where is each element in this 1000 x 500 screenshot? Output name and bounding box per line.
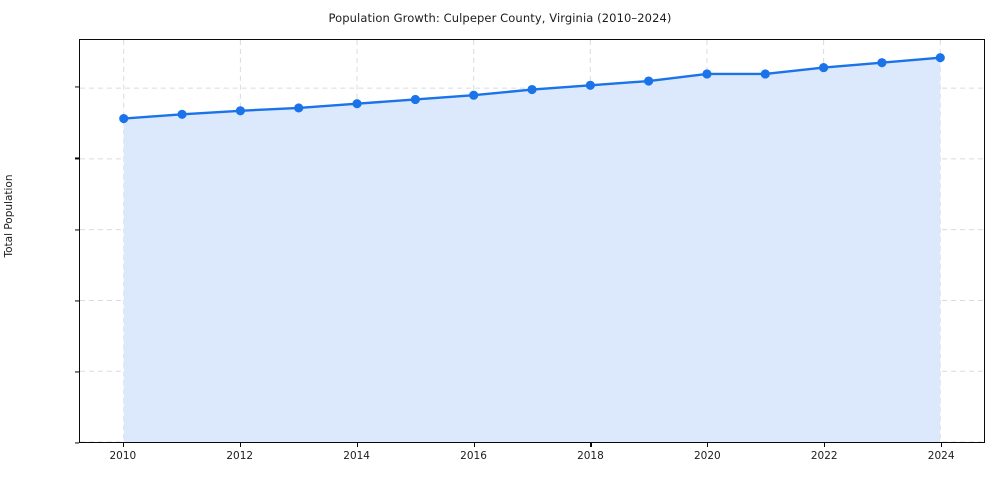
x-tick-label: 2016: [460, 450, 487, 462]
data-point-markers: [119, 53, 945, 124]
x-tick-mark: [473, 443, 475, 447]
x-tick-label: 2014: [343, 450, 370, 462]
x-tick-label: 2024: [927, 450, 955, 462]
data-point-2018: [585, 80, 595, 90]
data-point-2021: [760, 69, 770, 79]
data-point-2011: [177, 109, 187, 119]
data-point-2012: [235, 106, 245, 116]
x-tick-mark: [590, 443, 592, 447]
x-tick-mark: [707, 443, 709, 447]
area-fill: [123, 57, 941, 442]
plot-area: [79, 39, 985, 443]
data-point-2016: [469, 90, 479, 100]
chart-title: Population Growth: Culpeper County, Virg…: [328, 11, 672, 25]
x-tick-mark: [824, 443, 826, 447]
x-tick-label: 2022: [810, 450, 838, 462]
data-point-2015: [410, 94, 420, 105]
data-point-2023: [877, 58, 887, 68]
x-tick-label: 2018: [577, 450, 604, 462]
x-tick-label: 2020: [693, 450, 721, 462]
y-axis-label: Total Population: [3, 174, 15, 258]
data-point-2010: [119, 113, 129, 124]
data-point-2014: [352, 99, 362, 109]
data-point-2024: [935, 53, 945, 63]
x-tick-label: 2010: [109, 450, 137, 462]
line-chart-plot: [80, 40, 984, 442]
x-tick-mark: [356, 443, 358, 447]
x-tick-mark: [239, 443, 241, 447]
x-tick-mark: [122, 443, 124, 447]
x-tick-mark: [941, 443, 943, 447]
data-point-2013: [294, 103, 304, 113]
x-tick-label: 2012: [226, 450, 254, 462]
data-point-2019: [644, 76, 654, 86]
data-point-2017: [527, 84, 537, 95]
data-point-2020: [702, 69, 712, 79]
data-point-2022: [819, 63, 829, 73]
